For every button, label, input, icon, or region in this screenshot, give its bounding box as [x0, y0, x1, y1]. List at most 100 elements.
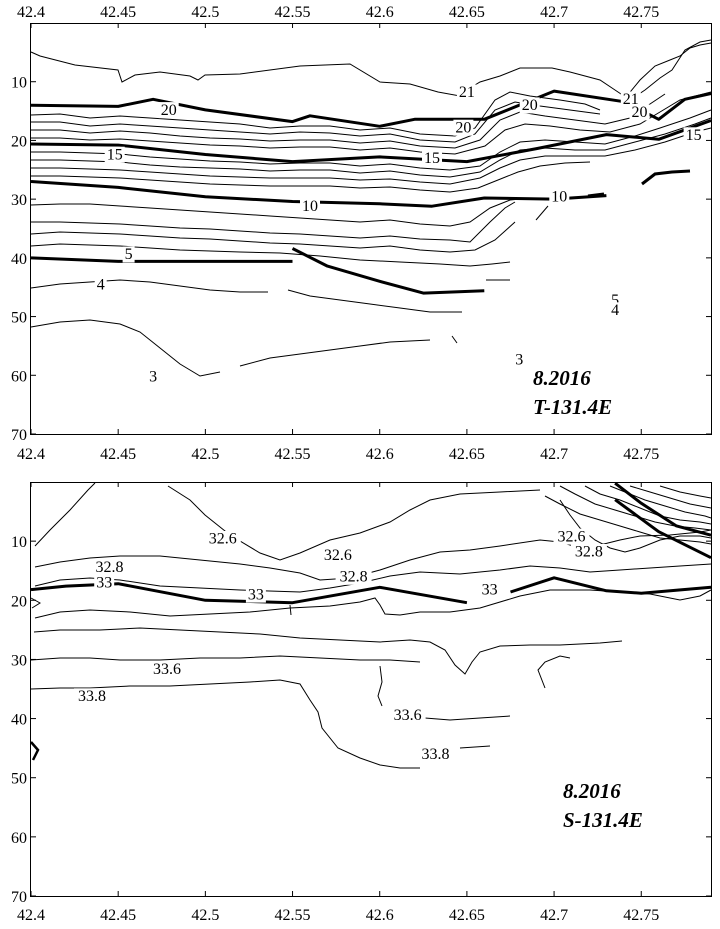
contour-label: 33: [248, 586, 264, 603]
x-tick-label: 42.7: [540, 907, 568, 924]
y-tick-label: 10: [11, 75, 27, 92]
contour-label-bg: [300, 198, 320, 215]
x-tick-label: 42.7: [540, 4, 568, 21]
isoline: [537, 655, 571, 689]
x-tick-label: 42.4: [17, 4, 45, 21]
x-tick-label: 42.55: [275, 4, 311, 21]
x-tick-label: 42.4: [17, 907, 45, 924]
edge-isoline: [30, 741, 40, 761]
isoline-5: [291, 247, 485, 295]
x-tick-label: 42.45: [100, 4, 136, 21]
y-tick-label: 20: [11, 133, 27, 150]
isoline: [377, 665, 383, 707]
x-tick-label: 42.6: [366, 4, 394, 21]
contour-label-bg: [74, 688, 110, 705]
contour-label-bg: [319, 547, 356, 564]
x-tick-label: 42.65: [449, 4, 485, 21]
isoline-10: [30, 180, 607, 208]
contour-label-bg: [683, 127, 704, 144]
x-tick-label: 42.4: [17, 446, 45, 463]
contour-label-bg: [104, 146, 125, 163]
isoline: [30, 197, 531, 227]
panel-label: 8.2016 S-131.4E: [563, 779, 643, 832]
isoline-5: [30, 256, 293, 263]
x-tick-label: 42.75: [623, 4, 659, 21]
contour-label-bg: [629, 104, 650, 121]
y-tick-label: 30: [11, 652, 27, 669]
plot-frame: [30, 482, 712, 897]
contour-label-bg: [553, 528, 590, 545]
isoline: [34, 529, 712, 581]
y-tick-label: 70: [11, 427, 27, 444]
bold-isolines: [30, 89, 712, 295]
contour-label-bg: [479, 581, 500, 598]
contour-label: 33.6: [394, 707, 422, 724]
isoline: [459, 745, 491, 749]
isoline: [31, 91, 712, 155]
isoline: [559, 499, 712, 553]
plot-frame: [30, 23, 712, 435]
contour-label-bg: [422, 150, 442, 167]
isoline: [34, 482, 96, 547]
contour-label: 32.6: [558, 528, 586, 545]
contour-label-bg: [245, 586, 266, 603]
contour-label: 15: [686, 127, 702, 144]
isoline: [31, 161, 591, 193]
axis-ticks: 42.4 42.4 42.45 42.45 42.5 42.5 42.55 42.55 42.6…: [11, 4, 711, 463]
isoline: [629, 485, 712, 509]
contour-label-bg: [122, 246, 135, 263]
thin-isolines: [30, 39, 712, 377]
panel-label: 8.2016 T-131.4E: [533, 366, 612, 419]
contour-label-bg: [456, 84, 477, 101]
y-tick-label: 50: [11, 771, 27, 788]
x-tick-label: 42.5: [191, 907, 219, 924]
contour-label: 32.8: [575, 544, 603, 561]
isoline: [30, 597, 41, 609]
contour-label: 32.8: [96, 559, 124, 576]
y-tick-label: 50: [11, 310, 27, 327]
contour-label-bg: [204, 531, 241, 547]
contour-label-bg: [94, 574, 115, 591]
x-tick-label: 42.45: [100, 446, 136, 463]
y-tick-label: 20: [11, 593, 27, 610]
contour-label-bg: [91, 559, 128, 576]
contour-label: 3: [149, 368, 157, 385]
x-tick-label: 42.75: [623, 446, 659, 463]
contour-label-bg: [149, 661, 185, 678]
axis-ticks: 42.4 42.45 42.5 42.55 42.6 42.65 42.7 42.75 10 20…: [11, 482, 711, 924]
isoline: [30, 319, 221, 377]
contour-label: 21: [459, 84, 475, 101]
y-tick-label: 60: [11, 368, 27, 385]
bold-fragments: [587, 169, 691, 198]
y-tick-label: 30: [11, 192, 27, 209]
contour-label: 4: [97, 277, 105, 294]
isoline-fragment: [587, 192, 605, 198]
isoline: [559, 485, 712, 531]
panel-label-section: S-131.4E: [563, 808, 643, 832]
isoline: [34, 589, 712, 619]
x-tick-label: 42.5: [191, 4, 219, 21]
contour-label-bg: [453, 119, 474, 136]
isoline: [167, 485, 541, 561]
isoline: [451, 335, 458, 344]
panel-label-date: 8.2016: [563, 779, 621, 803]
contour-label-bg: [94, 277, 107, 293]
x-tick-label: 42.55: [275, 446, 311, 463]
x-tick-label: 42.5: [191, 446, 219, 463]
isoline: [30, 679, 420, 769]
y-tick-label: 40: [11, 712, 27, 729]
x-tick-label: 42.45: [100, 907, 136, 924]
isoline-20: [30, 89, 712, 128]
isoline: [30, 91, 601, 137]
isoline: [239, 339, 431, 367]
contour-label: 33.8: [78, 688, 106, 705]
contour-label: 15: [107, 146, 123, 163]
contour-label: 20: [632, 104, 648, 121]
contour-label: 33.6: [153, 661, 181, 678]
contour-label: 5: [611, 292, 619, 309]
contour-label: 3: [515, 351, 523, 368]
isoline: [30, 279, 268, 293]
